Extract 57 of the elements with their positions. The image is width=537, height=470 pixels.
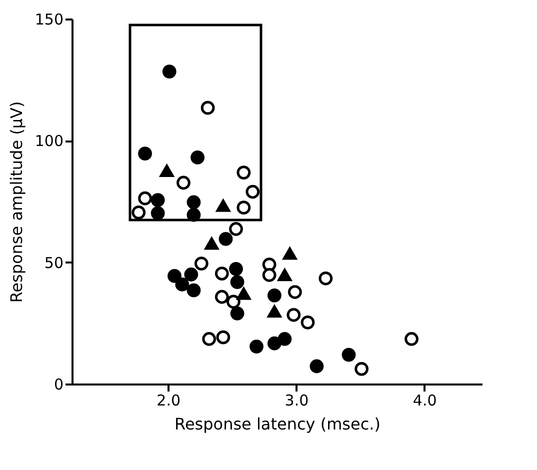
point	[216, 330, 230, 344]
point	[262, 268, 276, 282]
point	[150, 206, 165, 220]
point	[190, 150, 205, 164]
point	[168, 269, 182, 283]
point	[230, 275, 244, 289]
point	[176, 176, 190, 190]
point	[246, 184, 260, 199]
point	[226, 294, 240, 309]
point	[214, 266, 229, 280]
point	[404, 332, 418, 346]
point	[229, 262, 243, 276]
point	[186, 283, 201, 298]
point	[138, 146, 152, 161]
point	[278, 332, 292, 346]
point	[318, 271, 333, 286]
point	[216, 199, 230, 212]
point	[218, 232, 233, 246]
point	[230, 306, 244, 320]
x-axis-title: Response latency (msec.)	[174, 414, 380, 434]
point	[132, 206, 146, 220]
point	[194, 256, 208, 270]
point	[250, 340, 264, 354]
point	[200, 100, 215, 115]
y-axis-title: Response amplitude (μV)	[6, 101, 26, 303]
point	[204, 237, 219, 250]
point	[267, 305, 282, 318]
point	[288, 285, 302, 299]
point	[229, 222, 243, 236]
x-tick-label: 4.0	[412, 392, 437, 410]
x-tick-label: 2.0	[156, 392, 181, 410]
point	[267, 336, 282, 350]
point	[300, 315, 315, 330]
point	[236, 288, 251, 300]
y-tick-label: 100	[34, 132, 64, 150]
point	[286, 308, 301, 322]
point	[278, 268, 292, 282]
point	[267, 288, 282, 302]
point	[214, 290, 229, 304]
point	[342, 348, 356, 362]
y-tick-label: 50	[44, 254, 64, 272]
point	[184, 268, 198, 282]
point	[186, 195, 201, 210]
point	[310, 359, 324, 374]
point	[202, 332, 216, 346]
point	[175, 278, 190, 292]
point	[282, 247, 297, 260]
y-tick-label: 0	[54, 376, 64, 394]
y-tick-label: 150	[34, 10, 64, 28]
point	[236, 166, 251, 180]
point	[354, 362, 369, 376]
point	[138, 191, 152, 206]
point	[150, 193, 165, 207]
point	[162, 64, 176, 78]
point	[236, 200, 251, 215]
point	[160, 164, 174, 178]
x-tick-label: 3.0	[284, 392, 309, 410]
